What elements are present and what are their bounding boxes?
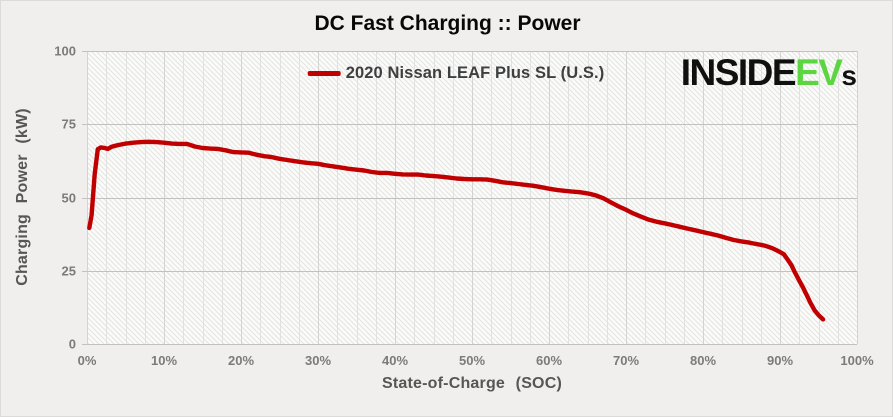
charging-power-curve bbox=[87, 139, 826, 322]
x-tick-label: 40% bbox=[381, 353, 409, 368]
x-axis-title: State-of-Charge (SOC) bbox=[382, 375, 562, 392]
y-tick-label: 100 bbox=[54, 43, 76, 59]
major-gridlines bbox=[87, 51, 857, 345]
y-tick-label: 50 bbox=[61, 190, 76, 205]
legend-line-swatch bbox=[307, 71, 341, 76]
logo-text-inside: INSIDE bbox=[680, 52, 797, 93]
y-tick-label: 75 bbox=[61, 116, 76, 132]
x-tick-label: 10% bbox=[150, 353, 178, 368]
legend: 2020 Nissan LEAF Plus SL (U.S.) bbox=[307, 64, 605, 83]
axis-tick-marks bbox=[82, 51, 87, 345]
chart-title: DC Fast Charging :: Power bbox=[314, 12, 581, 35]
brand-logo: INSIDEEVs bbox=[681, 53, 857, 96]
logo-text-s: s bbox=[841, 60, 857, 91]
x-tick-label: 100% bbox=[840, 353, 874, 368]
y-axis-title: Charging Power (kW) bbox=[14, 108, 31, 286]
x-tick-label: 70% bbox=[612, 353, 640, 368]
y-tick-label: 0 bbox=[68, 336, 76, 352]
x-tick-label: 50% bbox=[458, 353, 486, 368]
x-tick-label: 0% bbox=[77, 353, 97, 368]
logo-text-ev: EV bbox=[795, 52, 843, 93]
x-tick-label: 90% bbox=[766, 353, 794, 368]
minor-gridlines bbox=[87, 51, 858, 344]
x-tick-label: 30% bbox=[304, 353, 332, 368]
y-tick-label: 25 bbox=[61, 263, 76, 279]
x-tick-label: 80% bbox=[689, 353, 717, 368]
x-tick-label: 20% bbox=[227, 353, 255, 368]
legend-label: 2020 Nissan LEAF Plus SL (U.S.) bbox=[345, 64, 605, 82]
x-tick-label: 60% bbox=[535, 353, 563, 368]
